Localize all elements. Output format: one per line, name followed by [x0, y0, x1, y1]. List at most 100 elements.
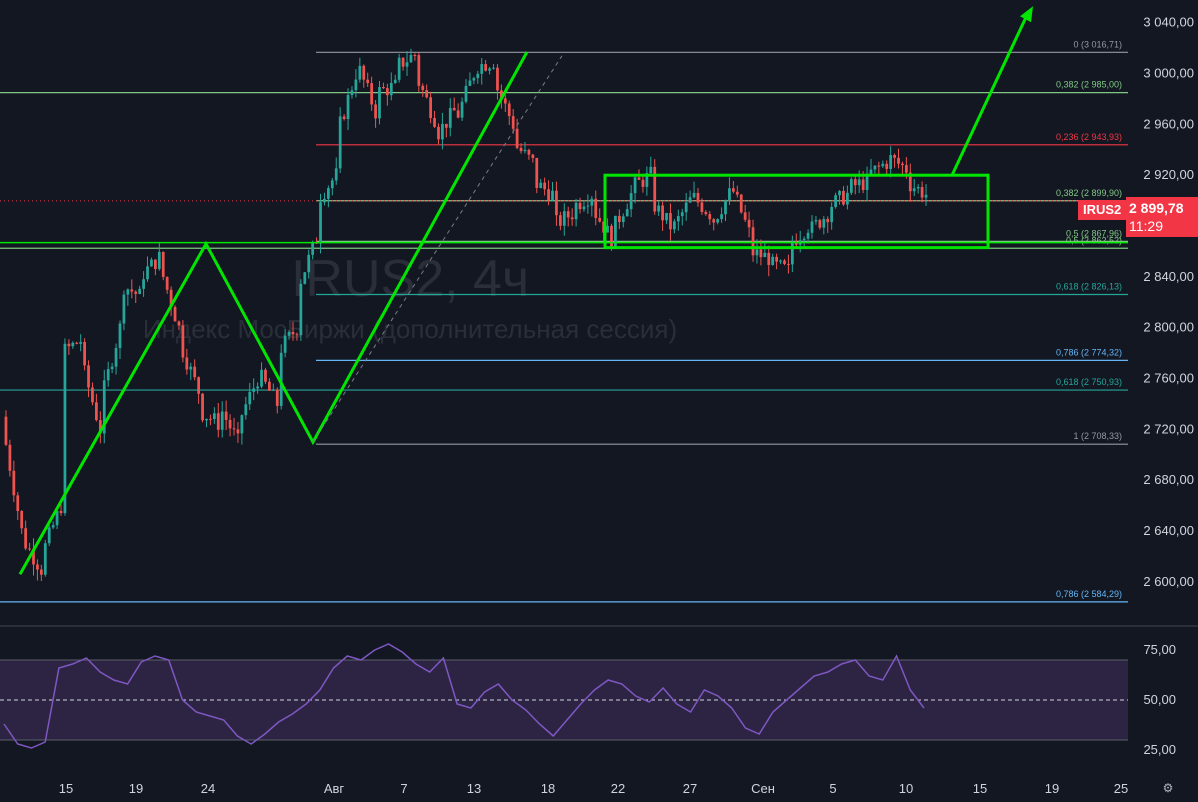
- price-tick-label: 2 800,00: [1143, 320, 1194, 335]
- candle-body: [201, 393, 204, 421]
- candle-body: [543, 182, 547, 190]
- candle-body: [468, 80, 472, 86]
- candle-body: [36, 564, 39, 570]
- candle-body: [492, 67, 495, 69]
- candle-body: [256, 386, 259, 389]
- candle-body: [433, 118, 436, 127]
- price-tick-label: 2 840,00: [1143, 269, 1194, 284]
- candle-body: [173, 307, 177, 322]
- candle-body: [181, 325, 185, 358]
- candle-body: [8, 444, 12, 471]
- fib-level-label: 0,382 (2 899,90): [1056, 188, 1122, 198]
- fib-level-label: 0,5 (2 862,52): [1066, 235, 1122, 245]
- candle-body: [295, 334, 299, 336]
- trend-drawings[interactable]: [0, 6, 1128, 575]
- candle-body: [43, 543, 47, 575]
- candle-body: [456, 110, 460, 118]
- candle-body: [555, 190, 558, 216]
- candle-body: [338, 116, 342, 169]
- candle-body: [236, 429, 240, 434]
- candle-body: [488, 68, 491, 71]
- candle-body: [621, 216, 625, 223]
- candle-body: [405, 62, 409, 67]
- candle-body: [4, 416, 8, 445]
- time-axis[interactable]: 15 19 24 Авг 7 13 18 22 27 Сен 5 10 15 19 25: [59, 781, 1128, 796]
- price-tick-label: 2 960,00: [1143, 116, 1194, 131]
- fibonacci-levels: 0 (3 016,71) 0,382 (2 985,00) 0,236 (2 943…: [0, 39, 1128, 603]
- candle-body: [763, 252, 767, 258]
- candle-body: [708, 214, 712, 220]
- rsi-axis[interactable]: 75,00 50,00 25,00: [1143, 642, 1176, 757]
- breakout-arrow-shaft: [950, 14, 1029, 176]
- candle-body: [393, 79, 397, 84]
- candle-body: [220, 411, 224, 430]
- candle-body: [614, 215, 617, 248]
- candle-body: [692, 192, 696, 198]
- candle-body: [720, 214, 723, 220]
- candle-body: [916, 187, 920, 189]
- candle-body: [87, 365, 90, 388]
- candle-body: [417, 55, 421, 86]
- candle-body: [205, 418, 208, 421]
- candle-body: [157, 251, 161, 270]
- gear-icon[interactable]: ⚙: [1162, 781, 1174, 795]
- time-tick-label: 25: [1114, 781, 1128, 796]
- time-tick-label: 7: [400, 781, 407, 796]
- rsi-tick-label: 50,00: [1143, 692, 1176, 707]
- candle-body: [83, 341, 86, 366]
- candle-body: [370, 83, 374, 105]
- time-tick-label: 19: [129, 781, 143, 796]
- candle-body: [275, 389, 279, 406]
- candle-body: [747, 219, 751, 228]
- candle-body: [669, 212, 672, 230]
- candle-body: [118, 323, 122, 349]
- time-tick-label: 13: [467, 781, 481, 796]
- candle-body: [330, 180, 334, 189]
- candle-body: [311, 241, 315, 255]
- candle-body: [775, 256, 778, 262]
- rsi-tick-label: 25,00: [1143, 742, 1176, 757]
- candle-body: [779, 260, 782, 262]
- candle-body: [771, 256, 775, 266]
- price-tick-label: 2 640,00: [1143, 523, 1194, 538]
- candle-body: [327, 188, 330, 199]
- candle-body: [389, 83, 393, 96]
- candle-body: [503, 98, 507, 104]
- candle-body: [142, 279, 145, 289]
- candle-body: [527, 149, 531, 155]
- candle-body: [606, 225, 609, 233]
- time-tick-label: Сен: [751, 781, 775, 796]
- candle-body: [346, 94, 350, 120]
- candle-body: [539, 182, 543, 188]
- candle-body: [95, 402, 98, 421]
- candle-body: [98, 420, 102, 434]
- candle-body: [865, 173, 869, 190]
- zigzag-trendline: [18, 51, 529, 575]
- candle-body: [287, 331, 291, 336]
- rsi-indicator: [0, 643, 1128, 749]
- time-tick-label: 10: [899, 781, 913, 796]
- price-tick-label: 2 760,00: [1143, 371, 1194, 386]
- candle-body: [676, 216, 680, 222]
- candle-body: [511, 116, 515, 129]
- candle-body: [413, 54, 417, 56]
- candle-body: [63, 343, 67, 514]
- candle-body: [846, 192, 849, 205]
- candle-body: [358, 65, 362, 80]
- candle-body: [904, 165, 908, 173]
- candle-body: [716, 219, 720, 223]
- candle-body: [625, 209, 629, 217]
- candle-body: [790, 241, 794, 265]
- candle-body: [810, 221, 814, 233]
- candle-body: [441, 123, 444, 140]
- candle-body: [893, 154, 896, 158]
- candle-body: [165, 276, 169, 290]
- candle-body: [224, 411, 228, 420]
- candle-body: [496, 67, 499, 91]
- candle-body: [578, 202, 582, 210]
- price-tick-label: 3 040,00: [1143, 15, 1194, 30]
- candle-body: [680, 212, 684, 217]
- candle-body: [507, 103, 511, 117]
- candle-body: [291, 331, 295, 335]
